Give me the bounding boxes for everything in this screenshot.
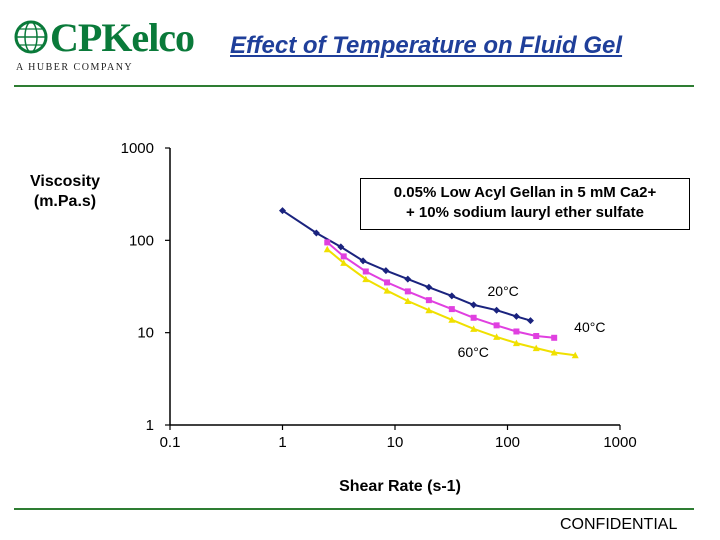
data-point xyxy=(425,297,432,304)
data-point xyxy=(337,243,345,251)
data-point xyxy=(493,333,501,340)
bottom-divider xyxy=(14,508,694,510)
data-point xyxy=(448,316,456,323)
data-point xyxy=(382,267,390,275)
globe-icon xyxy=(14,20,48,54)
y-axis-label: Viscosity (m.Pa.s) xyxy=(20,172,110,212)
x-tick-label: 0.1 xyxy=(160,434,181,451)
data-point xyxy=(312,229,320,237)
data-point xyxy=(323,245,331,253)
data-point xyxy=(512,339,520,347)
company-logo: CPKelco A HUBER COMPANY xyxy=(14,14,195,76)
y-tick-label: 1000 xyxy=(121,140,154,157)
x-tick-label: 10 xyxy=(387,434,404,451)
x-tick-label: 1 xyxy=(278,434,286,451)
data-point xyxy=(493,306,501,314)
annotation-line-2: + 10% sodium lauryl ether sulfate xyxy=(405,204,644,221)
data-point xyxy=(404,297,412,305)
data-point xyxy=(279,207,286,215)
confidential-label: CONFIDENTIAL xyxy=(560,516,678,533)
data-point xyxy=(340,259,348,266)
top-divider xyxy=(14,85,694,87)
series-line xyxy=(281,209,531,322)
annotation-box: 0.05% Low Acyl Gellan in 5 mM Ca2+ + 10%… xyxy=(360,178,690,230)
data-point xyxy=(571,351,579,359)
data-point xyxy=(493,322,500,329)
logo-text: CPKelco xyxy=(50,15,195,60)
data-point xyxy=(404,275,412,283)
data-point xyxy=(362,275,370,283)
data-point xyxy=(512,312,520,320)
data-point xyxy=(359,257,367,265)
y-tick-label: 100 xyxy=(129,232,154,249)
annotation-line-1: 0.05% Low Acyl Gellan in 5 mM Ca2+ xyxy=(393,184,657,201)
data-point xyxy=(383,287,391,294)
data-point xyxy=(448,306,455,313)
y-tick-label: 10 xyxy=(137,325,154,342)
data-point xyxy=(425,306,433,314)
data-point xyxy=(362,268,369,275)
page-title: Effect of Temperature on Fluid Gel xyxy=(230,32,623,59)
data-point xyxy=(384,279,391,286)
data-point xyxy=(532,344,540,352)
data-point xyxy=(404,288,411,295)
x-tick-label: 100 xyxy=(495,434,520,451)
data-point xyxy=(448,292,456,300)
data-point xyxy=(526,317,534,325)
data-point xyxy=(340,253,347,260)
data-point xyxy=(470,314,477,321)
y-axis-label-text: Viscosity (m.Pa.s) xyxy=(30,173,100,210)
logo-subtitle: A HUBER COMPANY xyxy=(16,62,134,73)
data-point xyxy=(324,239,331,246)
y-tick-label: 1 xyxy=(146,417,154,434)
data-point xyxy=(470,325,478,332)
series-label: 20°C xyxy=(488,283,519,299)
data-point xyxy=(533,333,540,340)
series-label: 40°C xyxy=(574,319,605,335)
series-line xyxy=(326,248,576,357)
x-axis-label: Shear Rate (s-1) xyxy=(339,478,461,495)
x-tick-label: 1000 xyxy=(603,434,636,451)
data-point xyxy=(425,283,433,291)
series-label: 60°C xyxy=(458,344,489,360)
series-line xyxy=(326,241,555,339)
data-point xyxy=(470,301,478,309)
data-point xyxy=(551,334,558,341)
data-point xyxy=(513,328,520,335)
data-point xyxy=(550,348,558,356)
